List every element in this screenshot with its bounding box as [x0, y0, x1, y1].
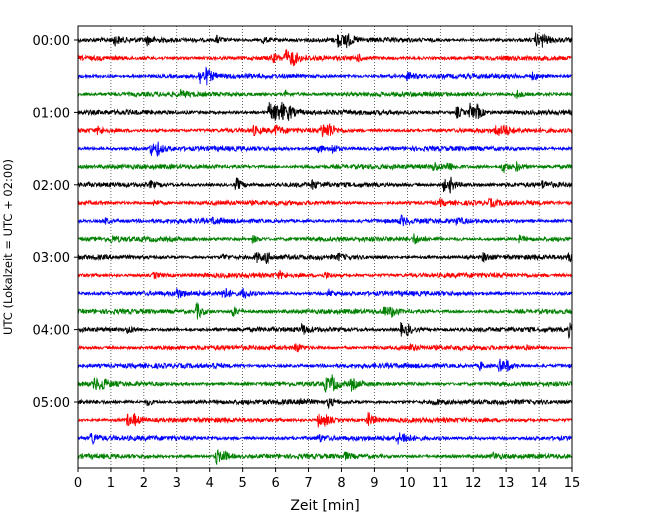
x-tick-label: 13: [498, 476, 515, 491]
x-tick-label: 6: [271, 476, 279, 491]
x-axis-title: Zeit [min]: [290, 498, 359, 514]
seismogram-trace: [77, 214, 572, 227]
x-tick-label: 15: [564, 476, 581, 491]
seismogram-trace: [77, 141, 572, 157]
x-tick-label: 7: [304, 476, 312, 491]
seismogram-trace: [77, 322, 573, 340]
x-tick-label: 9: [370, 476, 378, 491]
y-tick-label: 05:00: [33, 396, 70, 411]
seismogram-trace: [77, 161, 573, 173]
seismogram-trace: [77, 49, 572, 67]
x-tick-label: 11: [432, 476, 449, 491]
seismogram-trace: [77, 122, 573, 138]
x-tick-label: 8: [337, 476, 345, 491]
x-tick-label: 3: [173, 476, 181, 491]
seismogram-trace: [77, 101, 573, 121]
x-tick-label: 14: [531, 476, 548, 491]
seismogram-trace: [77, 374, 573, 393]
plot-frame: [77, 25, 573, 469]
y-tick-label: 04:00: [33, 324, 70, 339]
seismogram-trace: [77, 358, 573, 372]
x-tick-label: 0: [74, 476, 82, 491]
seismogram-trace: [77, 252, 573, 265]
y-tick-label: 00:00: [33, 34, 70, 49]
seismogram-trace: [77, 89, 573, 99]
x-tick-label: 12: [465, 476, 482, 491]
seismogram-trace: [77, 32, 573, 49]
seismogram-trace: [77, 397, 572, 410]
x-tick-label: 2: [140, 476, 148, 491]
seismogram-trace: [77, 176, 573, 194]
seismogram-trace: [77, 197, 573, 209]
seismogram-traces: [77, 32, 573, 465]
y-axis-title: UTC (Lokalzeit = UTC + 02:00): [1, 159, 15, 335]
seismogram-trace: [77, 412, 573, 428]
seismogram-trace: [77, 287, 573, 299]
x-tick-label: 1: [107, 476, 115, 491]
x-tick-label: 5: [239, 476, 247, 491]
seismogram-trace: [77, 233, 572, 245]
x-axis-ticks: 0 1 2 3 4 5 6 7 8 9 10 11 12 13 14 15: [74, 468, 580, 491]
seismogram-trace: [77, 66, 572, 86]
seismogram-trace: [77, 448, 573, 465]
seismogram-trace: [77, 302, 573, 320]
y-tick-label: 02:00: [33, 179, 70, 194]
seismogram-trace: [77, 269, 573, 280]
y-tick-label: 03:00: [33, 251, 70, 266]
x-tick-label: 10: [399, 476, 416, 491]
seismogram-trace: [77, 432, 573, 445]
seismogram-trace: [77, 343, 573, 353]
x-tick-label: 4: [206, 476, 214, 491]
y-tick-label: 01:00: [33, 106, 70, 121]
y-axis-ticks: 00:00 01:00 02:00 03:00 04:00 05:00: [33, 34, 78, 411]
